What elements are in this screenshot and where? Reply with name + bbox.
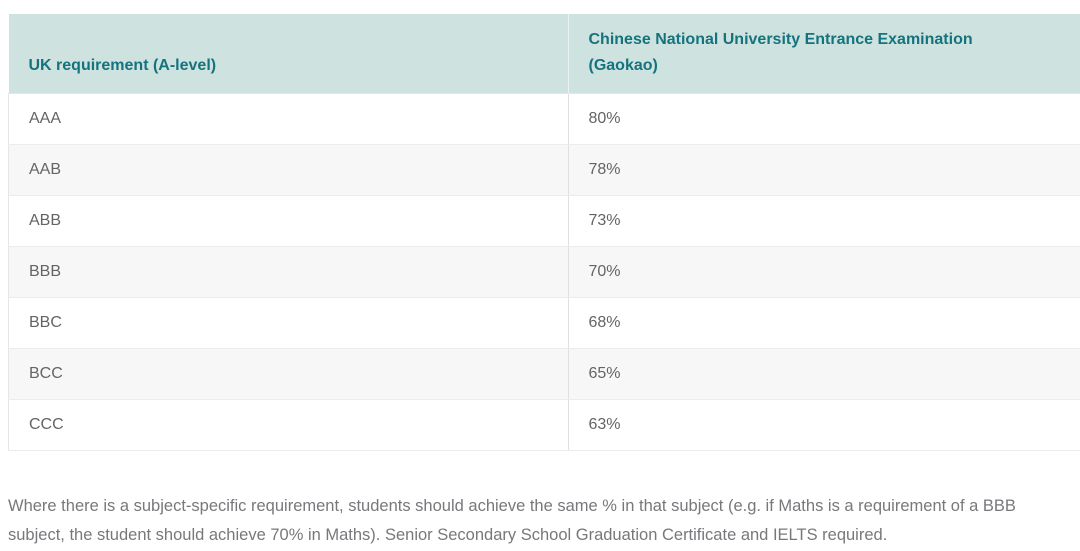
table-row: BBC 68% (8, 297, 1080, 349)
column-header-gaokao-line2: (Gaokao) (588, 57, 658, 74)
cell-uk-requirement: CCC (8, 399, 568, 451)
table-header: UK requirement (A-level) Chinese Nationa… (8, 14, 1080, 94)
header-row: UK requirement (A-level) Chinese Nationa… (8, 14, 1080, 94)
cell-gaokao-score: 70% (567, 246, 1080, 298)
table-row: AAB 78% (8, 144, 1080, 196)
cell-uk-requirement: AAB (8, 144, 568, 196)
table-row: BBB 70% (8, 246, 1080, 298)
table-row: BCC 65% (8, 348, 1080, 400)
cell-uk-requirement: BBB (8, 246, 568, 298)
cell-gaokao-score: 78% (567, 144, 1080, 196)
cell-gaokao-score: 68% (567, 297, 1080, 349)
requirements-page: UK requirement (A-level) Chinese Nationa… (0, 14, 1080, 551)
cell-uk-requirement: ABB (8, 195, 568, 247)
cell-gaokao-score: 80% (567, 93, 1080, 145)
table-body: AAA 80% AAB 78% ABB 73% BBB 70% BBC 68% … (8, 93, 1080, 451)
table-row: ABB 73% (8, 195, 1080, 247)
column-header-gaokao: Chinese National University Entrance Exa… (567, 14, 1080, 94)
cell-uk-requirement: BBC (8, 297, 568, 349)
cell-gaokao-score: 65% (567, 348, 1080, 400)
cell-uk-requirement: BCC (8, 348, 568, 400)
cell-gaokao-score: 73% (567, 195, 1080, 247)
cell-gaokao-score: 63% (567, 399, 1080, 451)
table-row: CCC 63% (8, 399, 1080, 451)
table-row: AAA 80% (8, 93, 1080, 145)
footnote-text: Where there is a subject-specific requir… (8, 497, 1016, 544)
equivalence-table: UK requirement (A-level) Chinese Nationa… (8, 14, 1080, 451)
cell-uk-requirement: AAA (8, 93, 568, 145)
column-header-gaokao-line1: Chinese National University Entrance Exa… (588, 31, 973, 48)
column-header-uk-requirement: UK requirement (A-level) (8, 14, 568, 94)
